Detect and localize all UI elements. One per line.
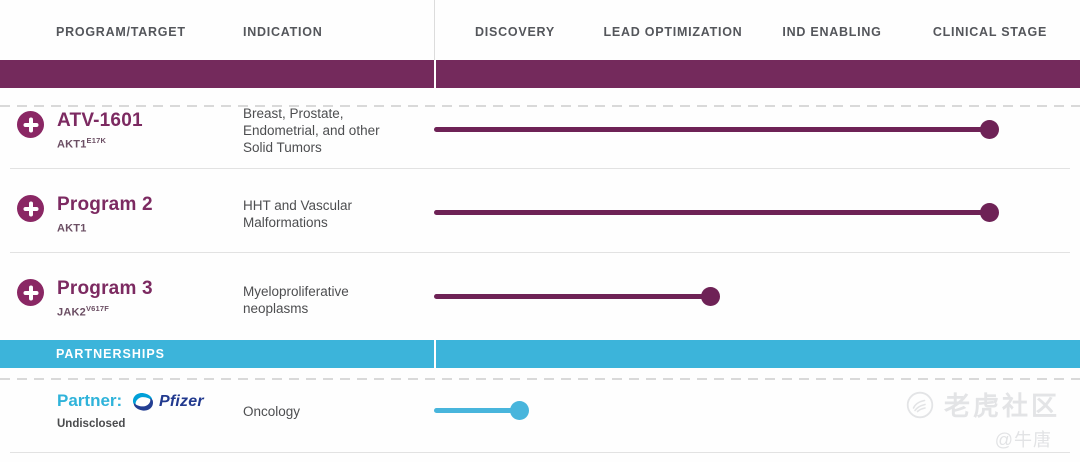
indication-text: Breast, Prostate, Endometrial, and other… xyxy=(243,106,380,155)
column-header-program-target: PROGRAM/TARGET xyxy=(56,25,186,39)
column-header-clinical-stage: CLINICAL STAGE xyxy=(932,25,1048,39)
partner-program-name: Undisclosed xyxy=(57,418,126,430)
pfizer-wordmark: Pfizer xyxy=(159,393,204,410)
indication-text: Myeloproliferative neoplasms xyxy=(243,284,349,316)
row-separator xyxy=(10,168,1070,169)
partner-label: Partner: xyxy=(57,391,123,410)
dotted-rule xyxy=(0,105,1080,107)
program-target: JAK2V617F xyxy=(57,304,109,319)
target-gene: JAK2 xyxy=(57,306,86,319)
dotted-rule xyxy=(0,378,1080,380)
partnerships-section-band: PARTNERSHIPS xyxy=(0,340,1080,368)
band-column-gap xyxy=(434,60,436,88)
stage-dot xyxy=(701,286,720,306)
band-column-gap xyxy=(434,340,436,368)
pfizer-logo: Pfizer xyxy=(130,390,204,414)
target-gene: AKT1 xyxy=(57,138,87,151)
expand-program-button[interactable] xyxy=(17,279,44,306)
program-title: ATV-1601 xyxy=(57,110,143,131)
indication-text: Oncology xyxy=(243,404,301,419)
expand-program-button[interactable] xyxy=(17,111,44,138)
pipeline-bar xyxy=(434,400,529,420)
program-title: Program 3 xyxy=(57,278,153,299)
target-gene: AKT1 xyxy=(57,222,87,235)
column-header-indication: INDICATION xyxy=(243,25,323,39)
program-section-band xyxy=(0,60,1080,88)
program-target: AKT1 xyxy=(57,220,87,235)
indication-text: HHT and Vascular Malformations xyxy=(243,198,353,230)
target-mutation: V617F xyxy=(85,304,110,313)
row-separator xyxy=(10,252,1070,253)
watermark-author-text: @牛唐 xyxy=(994,430,1052,450)
pipeline-bar xyxy=(434,286,720,306)
target-mutation: E17K xyxy=(86,136,107,145)
column-header-ind-enabling: IND ENABLING xyxy=(782,25,882,39)
column-header-lead-optimization: LEAD OPTIMIZATION xyxy=(603,25,743,39)
stage-dot xyxy=(980,202,999,222)
watermark: 老虎社区 xyxy=(906,386,1060,423)
watermark-community-text: 老虎社区 xyxy=(943,391,1060,421)
pipeline-bar xyxy=(434,119,999,139)
expand-program-button[interactable] xyxy=(17,195,44,222)
column-header-discovery: DISCOVERY xyxy=(475,25,555,39)
program-target: AKT1E17K xyxy=(57,136,106,151)
program-title: Program 2 xyxy=(57,194,153,215)
header-column-divider xyxy=(434,0,435,60)
tiger-logo-icon xyxy=(906,391,934,418)
stage-dot xyxy=(980,119,999,139)
bottom-separator xyxy=(10,452,1070,453)
pipeline-bar xyxy=(434,202,999,222)
partnerships-band-label: PARTNERSHIPS xyxy=(56,347,166,361)
pfizer-swirl-icon xyxy=(133,392,153,411)
stage-dot xyxy=(510,400,529,420)
